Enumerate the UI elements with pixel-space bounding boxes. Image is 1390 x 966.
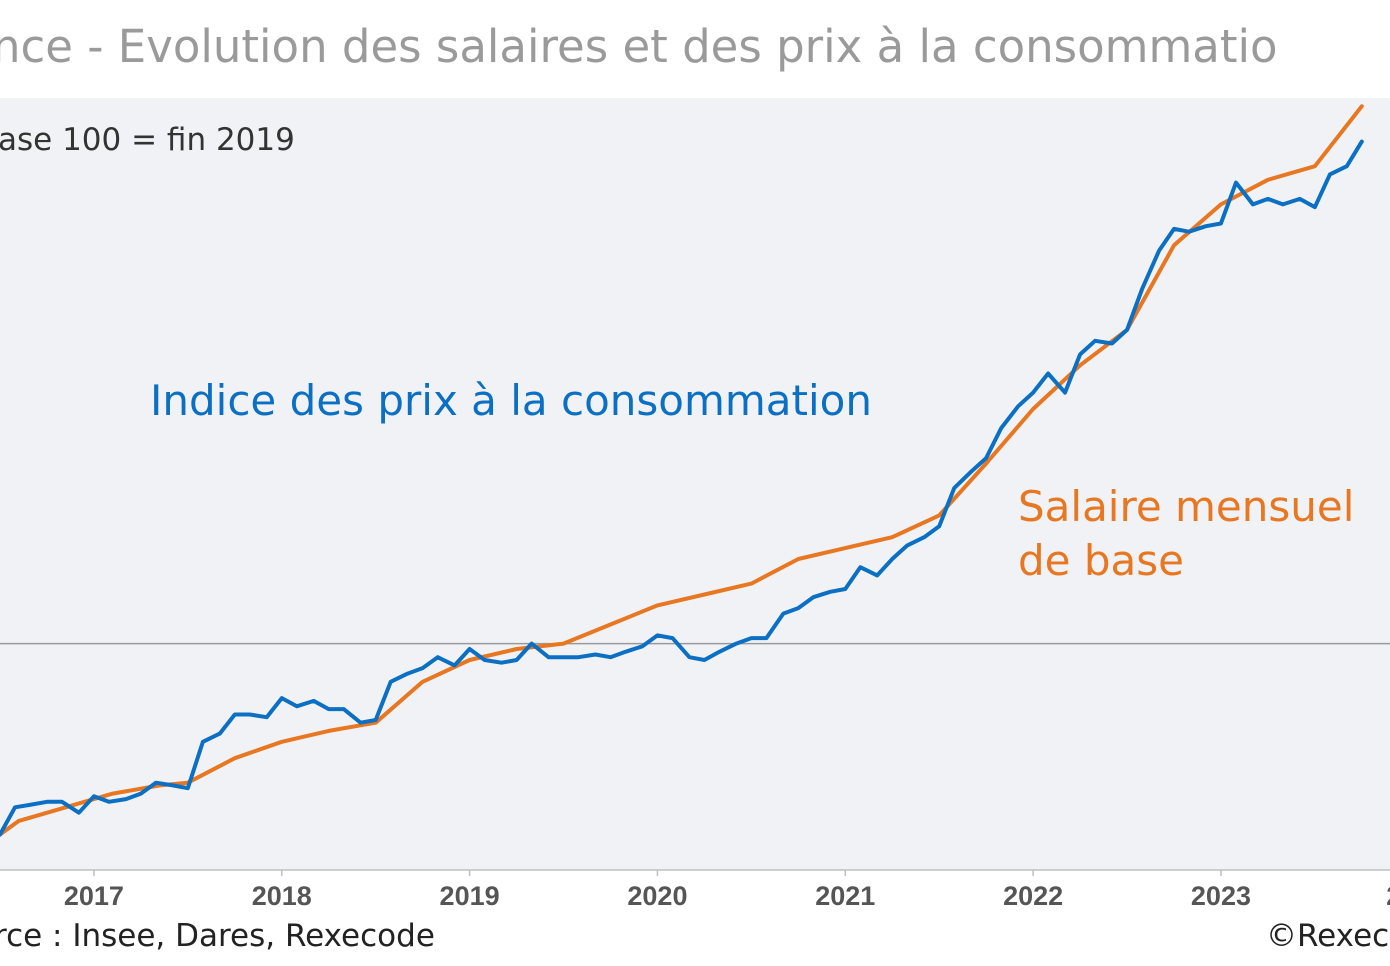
x-tick-label: 2019 xyxy=(440,881,500,911)
x-tick-label: 2017 xyxy=(64,881,124,911)
series-label-wage-line2: de base xyxy=(1018,536,1184,585)
x-axis-ticks: 2017 2018 2019 2020 2021 2022 2023 202 xyxy=(64,870,1390,911)
copyright: ©Rexec xyxy=(1266,918,1390,954)
x-tick-label: 202 xyxy=(1386,881,1390,911)
x-tick-label: 2018 xyxy=(252,881,312,911)
chart-title: nce - Evolution des salaires et des prix… xyxy=(0,20,1278,73)
x-tick-label: 2023 xyxy=(1191,881,1251,911)
series-line-cpi xyxy=(0,139,1364,837)
x-tick-label: 2020 xyxy=(627,881,687,911)
series-label-wage-line1: Salaire mensuel xyxy=(1018,482,1355,531)
series-label-cpi: Indice des prix à la consommation xyxy=(150,376,872,425)
series-line-wage xyxy=(0,104,1364,837)
series-label-wage: Salaire mensuel de base xyxy=(1018,480,1390,588)
x-tick-label: 2021 xyxy=(815,881,875,911)
source-note: rce : Insee, Dares, Rexecode xyxy=(0,918,435,954)
plot-area xyxy=(0,98,1390,870)
series-lines xyxy=(0,104,1364,837)
x-tick-label: 2022 xyxy=(1003,881,1063,911)
unit-label: ase 100 = fin 2019 xyxy=(0,122,295,158)
